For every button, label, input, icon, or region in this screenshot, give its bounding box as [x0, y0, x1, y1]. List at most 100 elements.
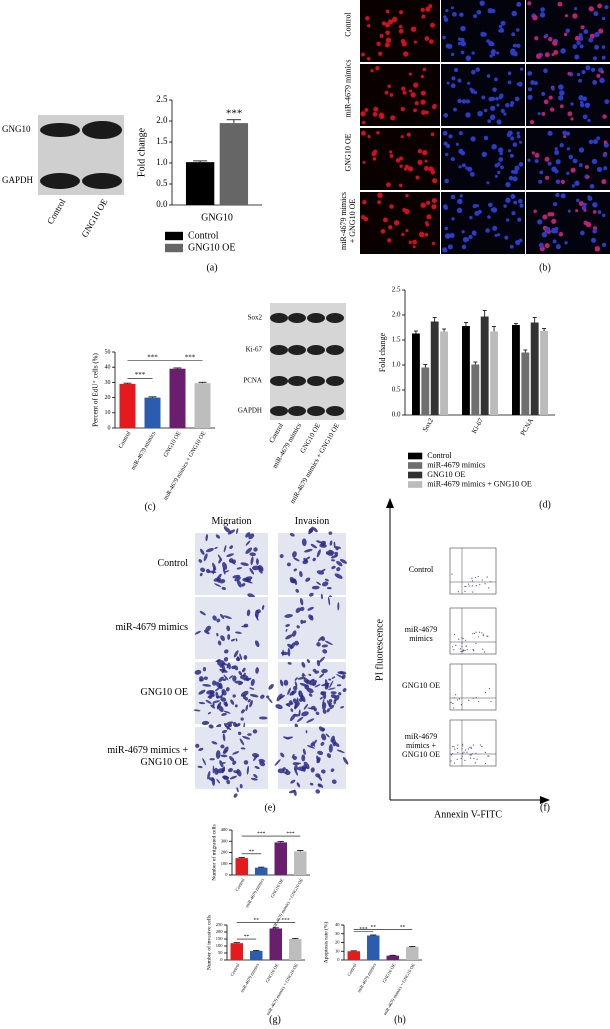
cell-nucleus — [547, 161, 552, 166]
cell-nucleus — [379, 113, 385, 119]
stained-cell — [232, 574, 241, 579]
stained-cell — [311, 585, 320, 590]
stained-cell — [216, 632, 219, 637]
cell-nucleus — [506, 132, 512, 138]
blot-row-label: GAPDH — [2, 175, 34, 185]
cell-nucleus — [568, 154, 573, 160]
stained-cell — [310, 543, 318, 549]
stained-cell — [327, 596, 331, 606]
legend-swatch — [165, 243, 183, 253]
cell-nucleus — [560, 193, 566, 199]
stained-cell — [280, 651, 289, 656]
cell-nucleus — [461, 163, 466, 168]
cell-nucleus — [518, 162, 524, 167]
flow-event — [469, 754, 471, 756]
stained-cell — [230, 638, 236, 642]
bar — [521, 352, 530, 415]
y-tick-label: 0.0 — [156, 199, 168, 209]
cell-nucleus — [597, 3, 603, 9]
cell-nucleus — [598, 28, 604, 34]
stained-cell — [241, 582, 246, 587]
cell-nucleus — [469, 215, 473, 220]
stained-cell — [213, 767, 219, 775]
cell-nucleus — [450, 52, 455, 57]
y-axis-label: Number of migrated cells — [210, 824, 217, 880]
cell-nucleus — [472, 204, 477, 209]
cell-nucleus — [432, 103, 437, 108]
y-tick-label: 10 — [105, 410, 111, 416]
cell-nucleus — [383, 217, 388, 223]
cell-nucleus — [604, 99, 610, 105]
x-tick-label: miR-4679 mimics + GNG10 OE — [163, 430, 208, 501]
flow-event — [470, 754, 472, 756]
flow-event — [477, 700, 480, 702]
cell-nucleus — [513, 200, 518, 205]
cell-nucleus — [481, 151, 488, 158]
significance-label: *** — [281, 917, 290, 923]
cell-nucleus — [385, 37, 392, 43]
stained-cell — [305, 730, 308, 734]
cell-nucleus — [554, 226, 559, 231]
cell-nucleus — [552, 40, 558, 46]
cell-nucleus — [420, 202, 426, 208]
micrograph — [278, 727, 346, 789]
stained-cell — [287, 662, 292, 665]
x-tick-label: GNG10 OE — [381, 962, 396, 983]
stained-cell — [194, 630, 201, 635]
cell-nucleus — [541, 91, 546, 97]
cell-nucleus — [572, 44, 578, 49]
flow-event — [467, 583, 470, 585]
stained-cell — [296, 782, 301, 788]
cell-nucleus — [585, 103, 590, 109]
flow-event — [461, 642, 463, 645]
cell-nucleus — [603, 140, 608, 145]
image-row-label: Control — [157, 558, 188, 569]
cell-nucleus — [444, 233, 451, 239]
cell-nucleus — [500, 165, 504, 170]
cell-nucleus — [514, 165, 520, 171]
cell-nucleus — [483, 135, 489, 141]
stained-cell — [322, 581, 329, 587]
cell-nucleus — [444, 226, 449, 231]
cell-nucleus — [490, 49, 497, 55]
stained-cell — [324, 578, 329, 582]
cell-nucleus — [399, 156, 404, 161]
y-tick-label: 2.5 — [156, 94, 168, 104]
stained-cell — [305, 577, 311, 582]
flow-event — [461, 748, 463, 750]
cell-nucleus — [388, 225, 393, 230]
stained-cell — [336, 684, 342, 687]
cell-nucleus — [527, 94, 533, 100]
stained-cell — [221, 712, 227, 716]
stained-cell — [227, 529, 236, 535]
stained-cell — [199, 548, 205, 555]
cell-nucleus — [425, 6, 431, 12]
legend-label: GNG10 OE — [188, 242, 236, 253]
stained-cell — [198, 747, 204, 752]
flow-event — [472, 648, 474, 651]
stained-cell — [331, 676, 336, 679]
y-tick-label: 2.0 — [156, 115, 168, 125]
stained-cell — [312, 741, 316, 747]
stained-cell — [339, 558, 348, 564]
cell-nucleus — [574, 180, 580, 186]
cell-nucleus — [527, 72, 531, 76]
bar — [194, 383, 211, 428]
cell-nucleus — [583, 208, 587, 212]
stained-cell — [232, 694, 236, 698]
cell-nucleus — [444, 206, 448, 210]
stained-cell — [214, 583, 222, 588]
stained-cell — [208, 694, 213, 699]
cell-nucleus — [362, 199, 367, 205]
cell-nucleus — [541, 111, 546, 116]
cell-nucleus — [591, 158, 598, 165]
stained-cell — [208, 777, 215, 782]
cell-nucleus — [453, 107, 457, 112]
flow-event — [488, 687, 491, 690]
flow-plot — [449, 719, 497, 767]
cell-nucleus — [443, 141, 448, 146]
stained-cell — [284, 614, 293, 618]
stained-cell — [200, 567, 206, 573]
stained-cell — [337, 602, 340, 611]
